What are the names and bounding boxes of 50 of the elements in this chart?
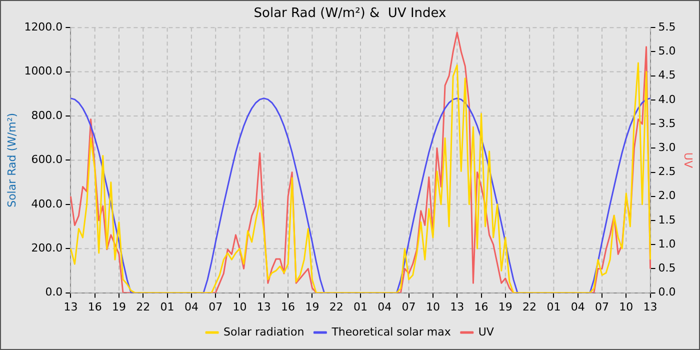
legend-label: UV: [478, 325, 494, 338]
y-tick-label: 400.0: [31, 197, 63, 210]
x-tick-label: 22: [136, 300, 150, 314]
x-tick-label: 04: [378, 300, 392, 314]
x-tick-label: 16: [281, 300, 296, 314]
x-tick-label: 01: [160, 300, 174, 314]
x-tick-label: 19: [112, 300, 126, 314]
legend-label: Solar radiation: [224, 325, 304, 338]
y2-tick-label: 4.5: [658, 68, 676, 82]
y2-tick-label: 4.0: [658, 92, 676, 106]
y2-tick-label: 0.5: [658, 262, 676, 275]
y-tick-label: 800.0: [31, 108, 63, 122]
x-tick-label: 07: [208, 300, 223, 314]
x-tick-label: 04: [570, 300, 585, 314]
y-tick-label: 1000.0: [24, 64, 63, 78]
x-tick-label: 16: [474, 300, 488, 314]
x-tick-label: 13: [450, 300, 464, 314]
legend-label: Theoretical solar max: [330, 325, 452, 338]
y2-axis-title: UV: [682, 152, 695, 168]
y2-tick-label: 2.0: [658, 189, 676, 202]
x-tick-label: 13: [256, 300, 271, 314]
y2-tick-label: 5.0: [658, 44, 676, 58]
y2-tick-label: 5.5: [658, 20, 676, 34]
x-tick-label: 01: [354, 300, 368, 314]
y-tick-label: 200.0: [31, 241, 63, 254]
chart-title: Solar Rad (W/m²) & UV Index: [254, 6, 447, 22]
y-tick-label: 0.0: [45, 286, 63, 299]
x-tick-label: 19: [498, 300, 512, 314]
x-tick-label: 10: [232, 300, 247, 314]
y2-tick-label: 3.5: [658, 116, 676, 130]
y-axis-title: Solar Rad (W/m²): [5, 112, 18, 208]
y2-tick-label: 0.0: [658, 286, 676, 299]
x-tick-label: 04: [184, 300, 198, 314]
x-tick-label: 01: [546, 300, 561, 314]
x-tick-label: 16: [88, 300, 102, 314]
x-tick-label: 19: [305, 300, 320, 314]
y2-tick-label: 3.0: [658, 141, 676, 154]
y2-tick-label: 1.0: [658, 237, 676, 250]
y-tick-label: 600.0: [31, 153, 63, 166]
x-tick-label: 13: [64, 300, 78, 314]
y2-tick-label: 1.5: [658, 213, 676, 226]
x-tick-label: 07: [595, 300, 610, 314]
y2-tick-label: 2.5: [658, 165, 676, 178]
x-tick-label: 10: [426, 300, 440, 314]
x-tick-label: 13: [643, 300, 658, 314]
x-tick-label: 22: [329, 300, 344, 314]
x-tick-label: 22: [522, 300, 537, 314]
x-tick-label: 07: [402, 300, 416, 314]
y-tick-label: 1200.0: [24, 20, 63, 34]
x-tick-label: 10: [619, 300, 634, 314]
